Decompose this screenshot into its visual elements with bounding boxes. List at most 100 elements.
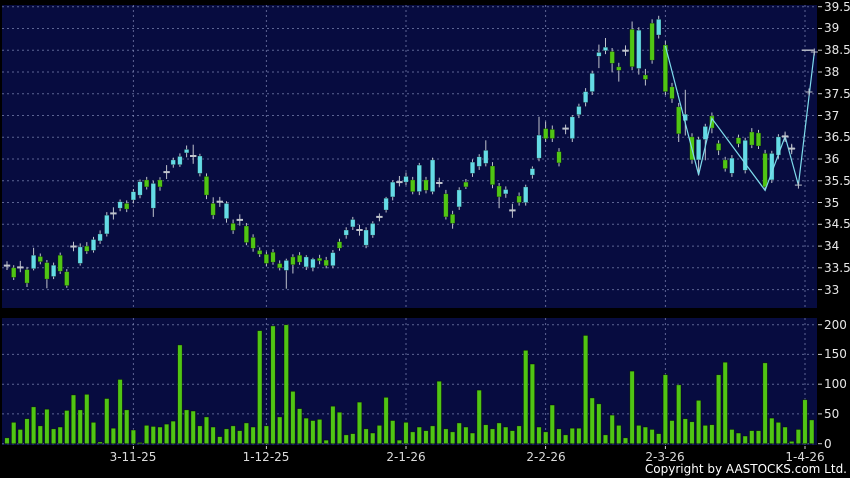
volume-bar [263, 425, 270, 445]
price-axis-label: 33 [824, 283, 840, 297]
candle-body [649, 22, 655, 61]
candle-body [230, 223, 236, 231]
candle-body [602, 46, 609, 52]
price-axis-label: 35 [824, 196, 840, 210]
volume-bar [789, 440, 795, 445]
date-axis-label: 1-12-25 [242, 450, 290, 464]
volume-bar [17, 429, 23, 445]
candle-body [203, 176, 210, 196]
volume-bar [809, 419, 815, 445]
volume-bar [316, 418, 323, 445]
volume-bar [476, 389, 482, 445]
price-pane-bg [2, 5, 817, 308]
candle-body [582, 91, 589, 103]
doji-dash [509, 209, 516, 212]
volume-bar [735, 432, 742, 445]
volume-bar [582, 335, 589, 445]
volume-bar [84, 393, 90, 445]
volume-bar [569, 427, 575, 445]
candle-body [469, 161, 476, 174]
volume-bar [130, 429, 137, 445]
volume-bar [682, 418, 688, 445]
candle-body [316, 257, 323, 262]
candle-body [503, 189, 509, 195]
volume-bar [137, 442, 143, 445]
candle-body [669, 86, 675, 99]
candle-body [616, 66, 622, 71]
candle-body [476, 156, 482, 167]
volume-bar [536, 426, 542, 445]
candle-body [210, 203, 216, 216]
volume-bar [795, 429, 802, 445]
volume-bar [4, 437, 10, 445]
volume-bar [769, 417, 775, 445]
volume-bar [410, 431, 416, 445]
volume-bar [676, 384, 682, 445]
volume-bar [143, 424, 150, 445]
volume-bar [343, 434, 349, 445]
candle-body [104, 214, 110, 235]
volume-bar [649, 429, 655, 445]
volume-bar [742, 435, 748, 445]
price-axis-label: 37 [824, 109, 840, 123]
volume-bar [429, 425, 436, 445]
candle-body [676, 106, 682, 135]
volume-bar [449, 431, 456, 445]
candle-body [636, 29, 642, 69]
volume-bar [117, 379, 123, 445]
candle-body [277, 263, 283, 269]
volume-bar [689, 421, 695, 445]
candle-body [569, 116, 575, 139]
volume-bar [330, 405, 336, 445]
volume-bar [782, 426, 788, 445]
volume-bar [602, 434, 609, 445]
volume-bar [469, 432, 476, 445]
volume-bar [217, 436, 223, 445]
candle-body [762, 153, 768, 188]
volume-bar [423, 430, 429, 445]
volume-bar [190, 410, 196, 445]
candle-body [529, 168, 535, 176]
candle-body [483, 150, 489, 164]
date-axis-label: 1-4-26 [785, 450, 825, 464]
volume-bar [596, 403, 602, 445]
volume-bar [97, 441, 103, 445]
candle-body [642, 74, 648, 80]
candle-body [263, 254, 270, 264]
candle-body [662, 44, 668, 92]
candle-body [755, 132, 762, 147]
volume-bar [183, 409, 190, 445]
volume-bar [57, 426, 63, 445]
candle-body [330, 252, 336, 267]
volume-bar [616, 424, 622, 445]
volume-bar [642, 426, 649, 445]
candle-body [336, 241, 343, 249]
volume-bar [197, 425, 203, 445]
candle-body [775, 136, 781, 156]
volume-bar [296, 408, 303, 445]
candle-body [629, 28, 635, 68]
doji-dash [190, 155, 197, 157]
volume-bar [709, 424, 715, 445]
date-axis-label: 2-2-26 [526, 450, 566, 464]
volume-bar [90, 421, 97, 445]
candle-body [144, 179, 150, 188]
volume-bar [516, 425, 522, 445]
doji-dash [562, 127, 569, 130]
doji-dash [163, 171, 170, 174]
volume-bar [50, 428, 57, 445]
volume-bar [11, 421, 17, 445]
candle-body [37, 256, 43, 262]
candle-body [410, 179, 416, 192]
candle-body [423, 179, 429, 191]
volume-bar [483, 424, 489, 445]
candle-body [137, 181, 143, 196]
copyright: Copyright by AASTOCKS.com Ltd. [644, 462, 847, 476]
volume-bar [77, 409, 83, 445]
doji-dash [70, 245, 77, 248]
candle-body [84, 245, 90, 252]
volume-bar [403, 421, 409, 445]
volume-axis-label: 100 [824, 377, 847, 391]
